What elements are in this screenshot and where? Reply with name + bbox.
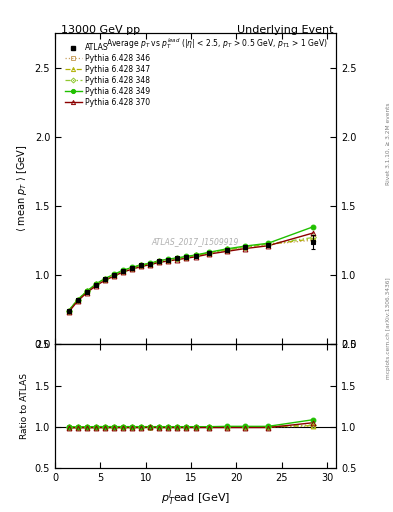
Y-axis label: Ratio to ATLAS: Ratio to ATLAS: [20, 373, 29, 439]
Text: Rivet 3.1.10, ≥ 3.2M events: Rivet 3.1.10, ≥ 3.2M events: [386, 102, 391, 185]
Y-axis label: $\langle$ mean $p_T$ $\rangle$ [GeV]: $\langle$ mean $p_T$ $\rangle$ [GeV]: [15, 145, 29, 232]
Text: 13000 GeV pp: 13000 GeV pp: [61, 25, 140, 35]
X-axis label: $p_T^l\mathrm{ead}$ [GeV]: $p_T^l\mathrm{ead}$ [GeV]: [161, 489, 230, 508]
Text: Average $p_T$ vs $p_T^{lead}$ ($|\eta|$ < 2.5, $p_T$ > 0.5 GeV, $p_{T1}$ > 1 GeV: Average $p_T$ vs $p_T^{lead}$ ($|\eta|$ …: [106, 36, 328, 51]
Text: Underlying Event: Underlying Event: [237, 25, 333, 35]
Text: ATLAS_2017_I1509919: ATLAS_2017_I1509919: [152, 237, 239, 246]
Legend: ATLAS, Pythia 6.428 346, Pythia 6.428 347, Pythia 6.428 348, Pythia 6.428 349, P: ATLAS, Pythia 6.428 346, Pythia 6.428 34…: [62, 40, 153, 110]
Text: mcplots.cern.ch [arXiv:1306.3436]: mcplots.cern.ch [arXiv:1306.3436]: [386, 277, 391, 378]
